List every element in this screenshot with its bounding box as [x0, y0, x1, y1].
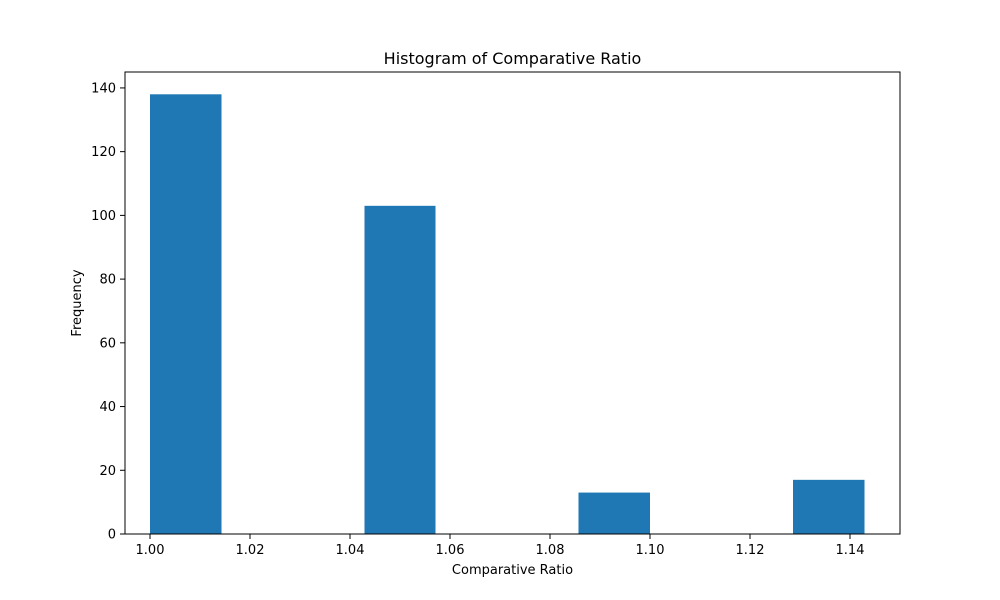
chart-title: Histogram of Comparative Ratio: [384, 49, 642, 68]
histogram-bar-10: [793, 479, 865, 534]
y-axis-title: Frequency: [70, 269, 85, 336]
histogram-bar-7: [578, 492, 650, 534]
x-tick-label: 1.04: [336, 543, 365, 558]
x-tick-label: 1.06: [436, 543, 465, 558]
x-axis-ticks: 1.00 1.02 1.04 1.06 1.08 1.10 1.12 1.14: [136, 534, 865, 558]
y-tick-label: 60: [99, 336, 116, 351]
y-tick-label: 120: [91, 145, 116, 160]
x-tick-label: 1.10: [636, 543, 665, 558]
y-axis-ticks: 0 20 40 60 80 100 120 140: [91, 81, 125, 543]
y-tick-label: 100: [91, 209, 116, 224]
histogram-bar-1: [150, 94, 222, 534]
histogram-bar-4: [364, 205, 436, 535]
plot-frame: [124, 71, 901, 535]
y-tick-label: 20: [99, 464, 116, 479]
y-tick-label: 140: [91, 81, 116, 96]
x-tick-label: 1.14: [836, 543, 865, 558]
x-tick-label: 1.12: [736, 543, 765, 558]
x-tick-label: 1.02: [236, 543, 265, 558]
y-tick-label: 40: [99, 400, 116, 415]
bars-group: [150, 94, 865, 535]
x-tick-label: 1.08: [536, 543, 565, 558]
y-tick-label: 80: [99, 273, 116, 288]
y-tick-label: 0: [108, 528, 116, 543]
x-tick-label: 1.00: [136, 543, 165, 558]
x-axis-title: Comparative Ratio: [452, 563, 573, 578]
